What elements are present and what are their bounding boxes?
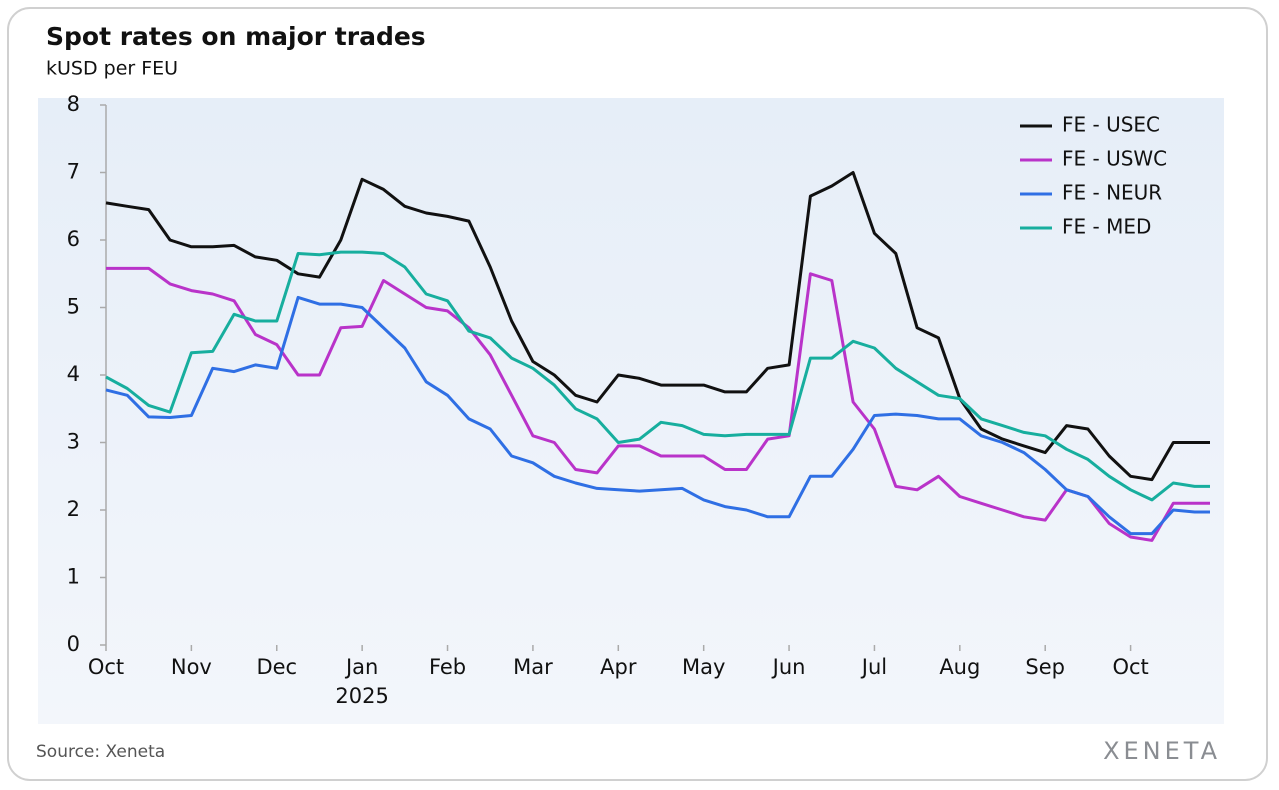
x-tick-label: Oct xyxy=(1112,655,1148,679)
x-tick-label: Nov xyxy=(171,655,212,679)
x-tick-label: May xyxy=(682,655,725,679)
chart-subtitle: kUSD per FEU xyxy=(46,58,178,80)
chart-title: Spot rates on major trades xyxy=(46,22,426,51)
x-tick-label: Aug xyxy=(939,655,980,679)
y-tick-label: 5 xyxy=(67,295,80,319)
x-tick-label: Jul xyxy=(860,655,887,679)
y-tick-label: 8 xyxy=(67,92,80,116)
line xyxy=(105,250,1210,502)
x-tick-label: Dec xyxy=(256,655,297,679)
x-tick-label: Oct xyxy=(88,655,124,679)
legend-label: FE - MED xyxy=(1062,215,1151,239)
x-tick-sublabel: 2025 xyxy=(335,684,388,708)
logo: XENETA xyxy=(1103,737,1221,765)
y-tick-label: 4 xyxy=(67,362,80,386)
y-tick-label: 6 xyxy=(67,227,80,251)
x-tick-label: Jan xyxy=(344,655,378,679)
legend-label: FE - USWC xyxy=(1062,147,1167,171)
x-tick-label: Apr xyxy=(600,655,637,679)
line xyxy=(105,295,1210,536)
y-tick-label: 1 xyxy=(67,565,80,589)
legend-label: FE - USEC xyxy=(1062,113,1160,137)
line xyxy=(106,266,1210,542)
y-tick-label: 7 xyxy=(67,160,80,184)
x-tick-label: Mar xyxy=(513,655,553,679)
x-tick-label: Jun xyxy=(771,655,806,679)
line xyxy=(105,171,1210,482)
y-tick-label: 0 xyxy=(67,632,80,656)
plot-background xyxy=(38,98,1224,724)
y-tick-label: 2 xyxy=(67,497,80,521)
x-tick-label: Feb xyxy=(429,655,466,679)
y-tick-label: 3 xyxy=(67,430,80,454)
x-tick-label: Sep xyxy=(1025,655,1065,679)
legend-label: FE - NEUR xyxy=(1062,181,1162,205)
source: Source: Xeneta xyxy=(36,742,165,762)
